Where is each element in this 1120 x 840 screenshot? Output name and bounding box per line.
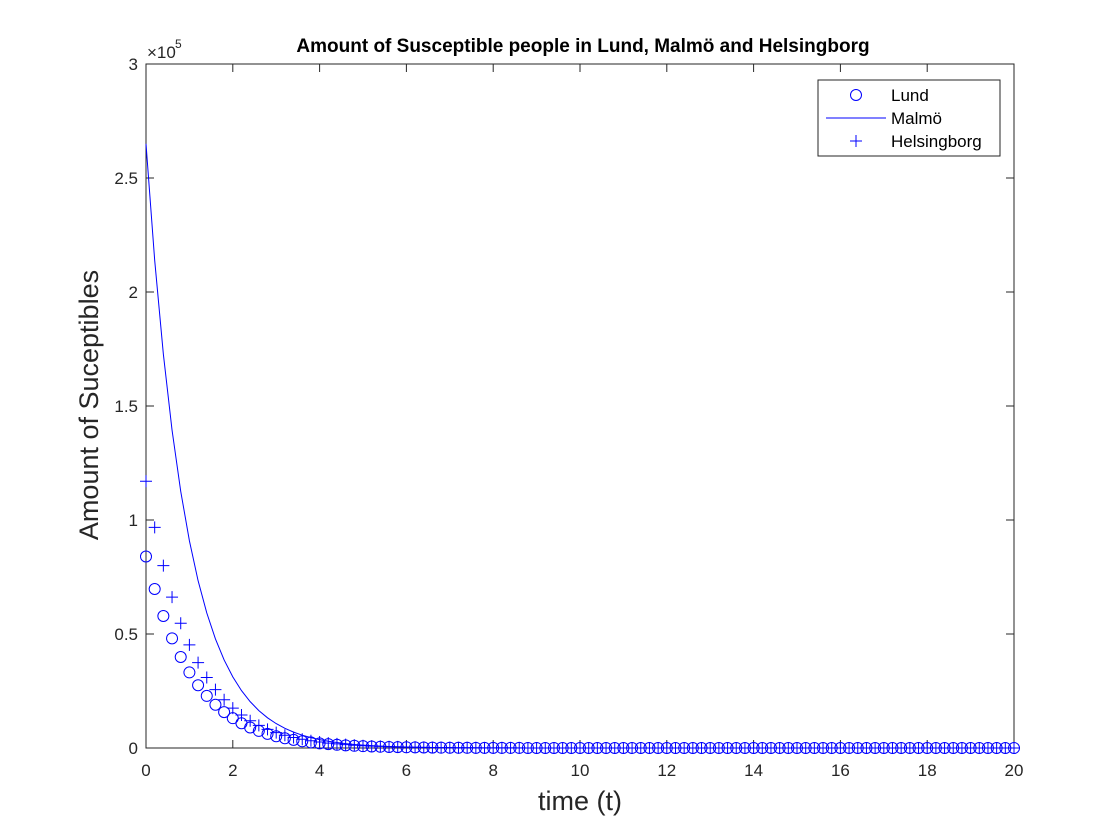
y-tick-label: 0	[129, 739, 138, 758]
legend-marker-plus	[850, 135, 862, 147]
legend-label: Malmö	[891, 109, 942, 128]
data-point-circle	[166, 632, 179, 645]
data-point-plus	[183, 638, 196, 651]
data-point-circle	[209, 698, 222, 711]
y-tick-label: 2	[129, 283, 138, 302]
data-point-plus	[261, 723, 274, 736]
data-point-plus	[278, 729, 291, 742]
x-tick-label: 8	[488, 761, 497, 780]
data-point-circle	[148, 582, 161, 595]
legend-label: Helsingborg	[891, 132, 982, 151]
x-tick-label: 12	[657, 761, 676, 780]
data-point-plus	[174, 617, 187, 630]
legend-entry-malmo: Malmö	[826, 109, 942, 128]
x-tick-label: 4	[315, 761, 324, 780]
data-point-circle	[157, 609, 170, 622]
legend-label: Lund	[891, 86, 929, 105]
data-point-plus	[218, 693, 231, 706]
y-exponent: ×10 5	[147, 37, 182, 62]
data-point-plus	[339, 738, 352, 751]
data-point-plus	[322, 737, 335, 750]
x-tick-label: 6	[402, 761, 411, 780]
x-tick-label: 0	[141, 761, 150, 780]
y-tick-label: 1	[129, 511, 138, 530]
data-point-plus	[235, 709, 248, 722]
data-point-plus	[192, 656, 205, 669]
y-tick-label: 0.5	[114, 625, 138, 644]
data-point-plus	[1008, 742, 1020, 754]
legend: Lund Malmö Helsingborg	[817, 79, 1001, 157]
data-point-plus	[252, 719, 265, 732]
x-tick-label: 10	[571, 761, 590, 780]
data-point-circle	[200, 689, 213, 702]
x-tick-label: 18	[918, 761, 937, 780]
data-point-plus	[157, 559, 170, 572]
data-point-circle	[174, 650, 187, 663]
data-point-plus	[140, 475, 152, 488]
data-point-plus	[304, 734, 317, 747]
data-point-circle	[183, 666, 196, 679]
legend-entry-lund: Lund	[850, 86, 929, 105]
y-exponent-base: ×10	[147, 43, 176, 62]
data-point-plus	[200, 671, 213, 684]
legend-entry-helsingborg: Helsingborg	[850, 132, 982, 151]
data-point-plus	[330, 737, 343, 750]
data-point-plus	[270, 726, 283, 739]
y-tick-label: 1.5	[114, 397, 138, 416]
plot-area: 0 2 4 6 8 10 12 14 16 18 20 0 0.5 1 1.5 2 2.5 3	[114, 55, 1023, 780]
data-point-plus	[166, 591, 179, 604]
data-point-plus	[226, 702, 239, 715]
y-tick-label: 2.5	[114, 169, 138, 188]
data-point-plus	[287, 731, 300, 744]
chart-title: Amount of Susceptible people in Lund, Ma…	[296, 36, 869, 57]
data-point-plus	[296, 733, 309, 746]
x-axis-label: time (t)	[538, 786, 622, 816]
y-exponent-power: 5	[175, 37, 182, 51]
x-tick-label: 14	[744, 761, 763, 780]
data-point-plus	[244, 714, 257, 727]
data-point-plus	[209, 683, 222, 696]
legend-marker-circle	[850, 89, 862, 101]
data-point-circle	[140, 550, 152, 563]
y-tick-label: 3	[129, 55, 138, 74]
x-tick-label: 2	[228, 761, 237, 780]
x-tick-label: 20	[1005, 761, 1024, 780]
data-point-circle	[218, 706, 231, 719]
y-axis-label: Amount of Suceptibles	[74, 270, 104, 540]
x-tick-label: 16	[831, 761, 850, 780]
data-point-plus	[313, 736, 326, 749]
data-point-circle	[192, 679, 205, 692]
data-point-plus	[148, 521, 161, 534]
